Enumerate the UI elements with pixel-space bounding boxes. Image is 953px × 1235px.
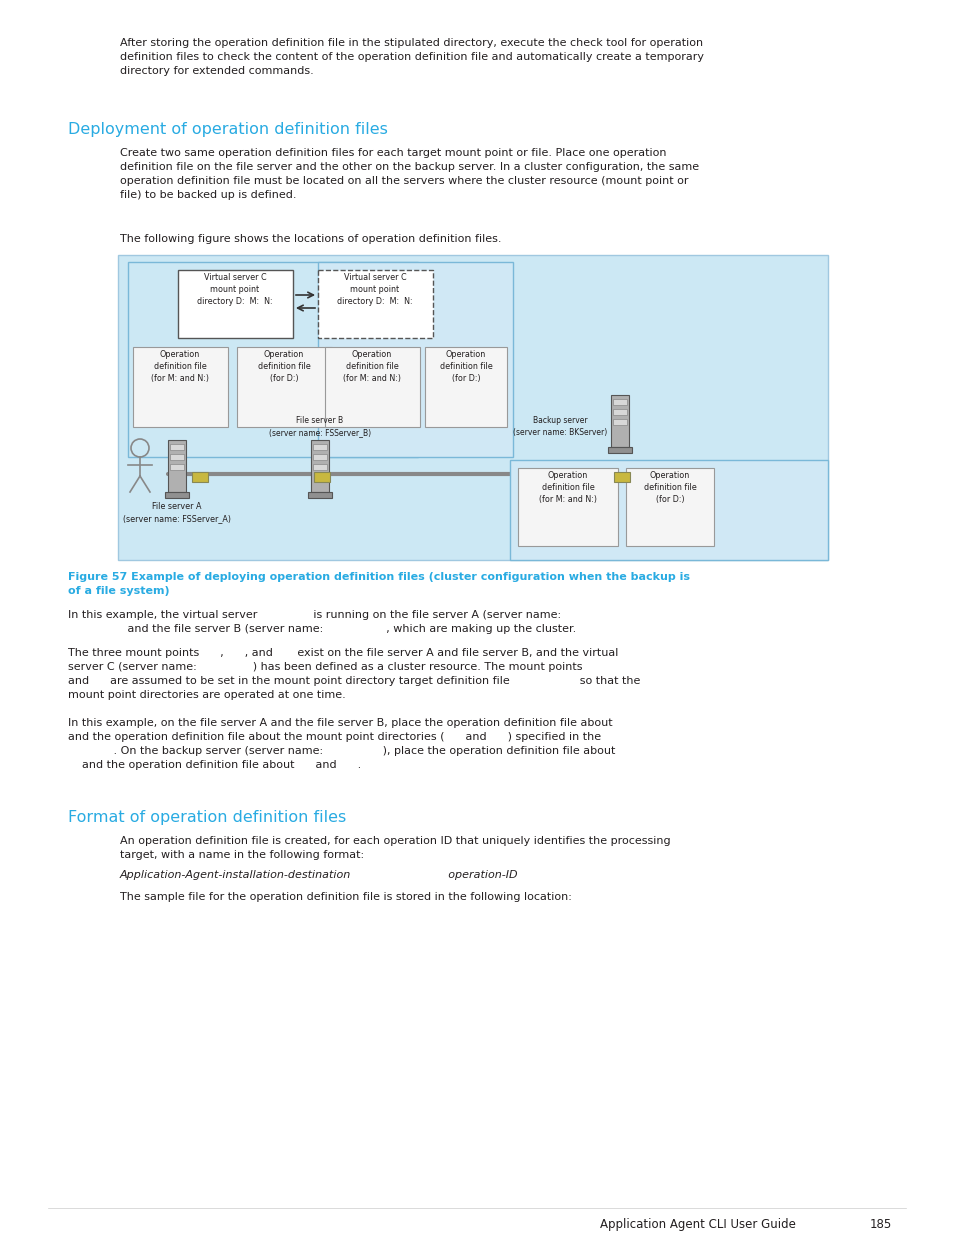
Text: The sample file for the operation definition file is stored in the following loc: The sample file for the operation defini… [120, 892, 571, 902]
Bar [132, 347, 228, 427]
Text: Operation
definition file
(for D:): Operation definition file (for D:) [643, 471, 696, 504]
Bar [625, 468, 713, 546]
Bar [317, 270, 433, 338]
Bar [317, 262, 513, 457]
Bar [424, 347, 506, 427]
Bar [613, 409, 626, 415]
Bar [313, 464, 327, 471]
Text: Operation
definition file
(for D:): Operation definition file (for D:) [257, 350, 310, 383]
Bar [313, 445, 327, 450]
Bar [325, 347, 419, 427]
Text: Virtual server C
mount point
directory D:  M:  N:: Virtual server C mount point directory D… [336, 273, 413, 305]
Text: In this example, on the file server A and the file server B, place the operation: In this example, on the file server A an… [68, 718, 615, 769]
Bar [314, 472, 330, 482]
Text: Backup server
(server name: BKServer): Backup server (server name: BKServer) [513, 416, 606, 437]
Text: File server A
(server name: FSServer_A): File server A (server name: FSServer_A) [123, 501, 231, 522]
Text: After storing the operation definition file in the stipulated directory, execute: After storing the operation definition f… [120, 38, 703, 77]
Bar [308, 492, 332, 498]
Text: Operation
definition file
(for M: and N:): Operation definition file (for M: and N:… [538, 471, 597, 504]
Text: In this example, the virtual server                is running on the file server: In this example, the virtual server is r… [68, 610, 576, 634]
Text: Application-Agent-installation-destination                            operation-: Application-Agent-installation-destinati… [120, 869, 518, 881]
Bar [170, 445, 184, 450]
Bar [610, 395, 628, 447]
Bar [170, 464, 184, 471]
Bar [118, 254, 827, 559]
Text: Operation
definition file
(for M: and N:): Operation definition file (for M: and N:… [343, 350, 400, 383]
Text: Create two same operation definition files for each target mount point or file. : Create two same operation definition fil… [120, 148, 699, 200]
Text: Figure 57 Example of deploying operation definition files (cluster configuration: Figure 57 Example of deploying operation… [68, 572, 689, 597]
Bar [311, 440, 329, 492]
Text: The three mount points      ,      , and       exist on the file server A and fi: The three mount points , , and exist on … [68, 648, 639, 700]
Text: Operation
definition file
(for D:): Operation definition file (for D:) [439, 350, 492, 383]
Bar [165, 492, 189, 498]
Bar [614, 472, 629, 482]
Text: Format of operation definition files: Format of operation definition files [68, 810, 346, 825]
Bar [613, 399, 626, 405]
Bar [192, 472, 208, 482]
Text: 185: 185 [869, 1218, 891, 1231]
Bar [170, 454, 184, 459]
Bar [607, 447, 631, 453]
Text: Virtual server C
mount point
directory D:  M:  N:: Virtual server C mount point directory D… [197, 273, 273, 305]
Bar [313, 454, 327, 459]
Text: The following figure shows the locations of operation definition files.: The following figure shows the locations… [120, 233, 501, 245]
Text: File server B
(server name: FSServer_B): File server B (server name: FSServer_B) [269, 416, 371, 437]
Text: Application Agent CLI User Guide: Application Agent CLI User Guide [599, 1218, 795, 1231]
Bar [613, 419, 626, 425]
Bar [168, 440, 186, 492]
Text: Operation
definition file
(for M: and N:): Operation definition file (for M: and N:… [151, 350, 209, 383]
Bar [128, 262, 417, 457]
Text: An operation definition file is created, for each operation ID that uniquely ide: An operation definition file is created,… [120, 836, 670, 860]
Bar [236, 347, 332, 427]
Bar [517, 468, 618, 546]
Bar [510, 459, 827, 559]
Text: Deployment of operation definition files: Deployment of operation definition files [68, 122, 388, 137]
Bar [178, 270, 293, 338]
